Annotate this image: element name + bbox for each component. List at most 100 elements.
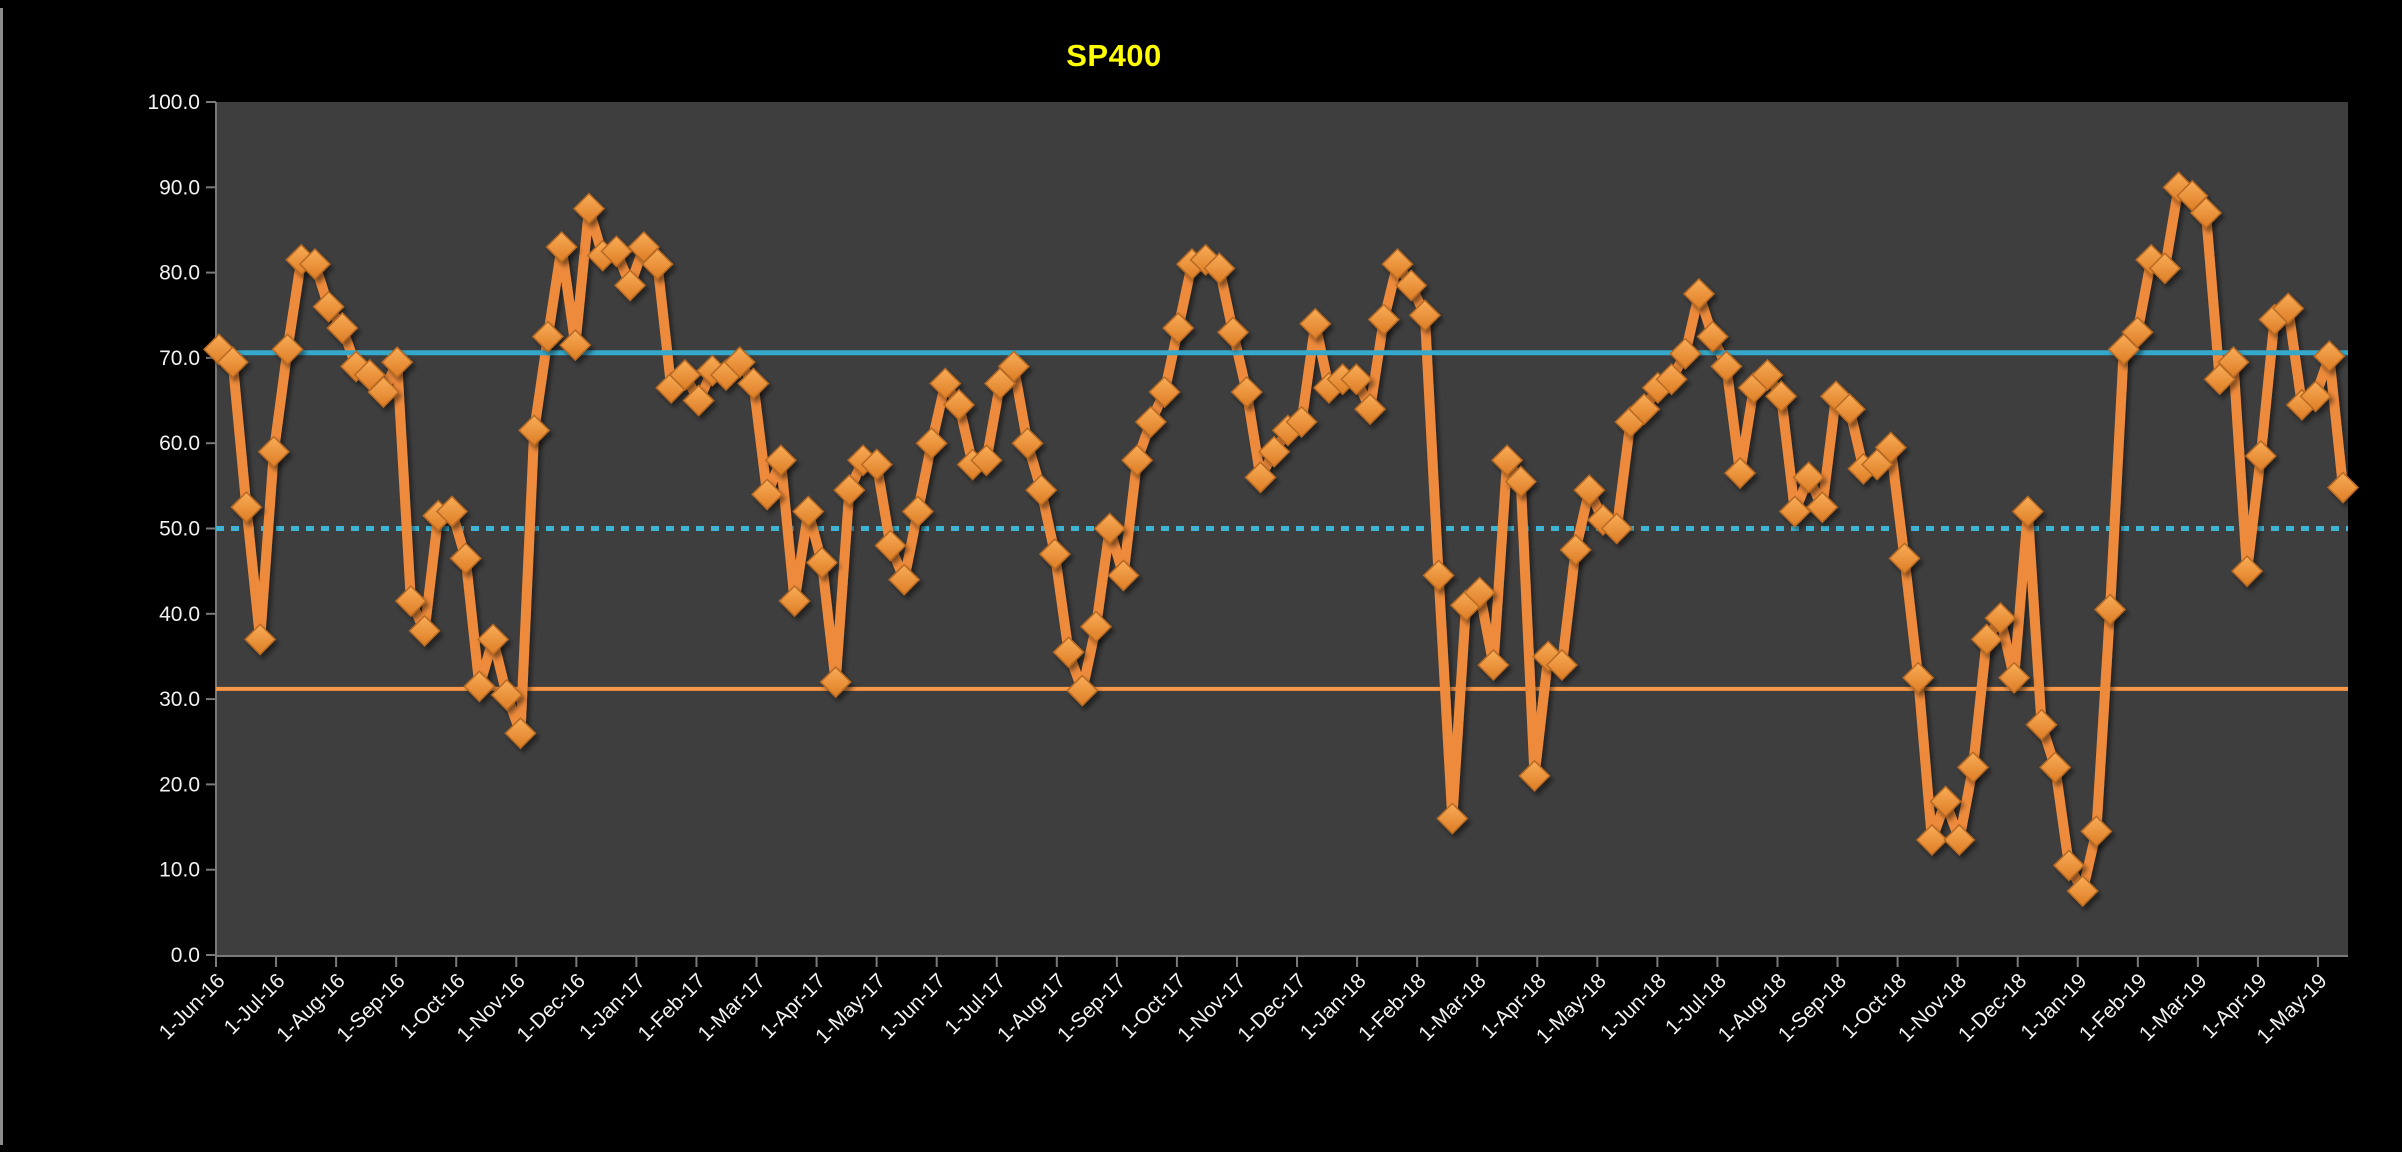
- data-point-marker: [1682, 277, 1716, 310]
- data-point-marker: [792, 495, 825, 528]
- data-point-marker: [1408, 299, 1441, 332]
- y-tick-label: 90.0: [159, 176, 200, 199]
- data-point-marker: [2231, 555, 2264, 588]
- data-point-marker: [1765, 380, 1798, 413]
- data-point-marker: [1956, 751, 1990, 784]
- data-point-marker: [737, 367, 770, 400]
- data-point-marker: [1038, 538, 1071, 571]
- data-point-marker: [614, 269, 647, 302]
- data-point-marker: [1778, 495, 1811, 528]
- data-point-marker: [326, 311, 359, 345]
- data-point-marker: [1079, 610, 1113, 643]
- data-point-marker: [449, 542, 482, 575]
- data-point-marker: [2326, 471, 2360, 504]
- data-point-marker: [1093, 512, 1126, 545]
- data-point-marker: [1354, 393, 1387, 426]
- data-point-marker: [1244, 461, 1277, 494]
- data-point-marker: [2313, 340, 2346, 373]
- data-point-marker: [1216, 316, 1250, 349]
- data-point-marker: [518, 414, 551, 447]
- data-point-marker: [915, 427, 948, 460]
- data-point-marker: [970, 444, 1003, 477]
- data-point-marker: [805, 546, 839, 579]
- data-point-marker: [2148, 252, 2181, 285]
- data-point-marker: [1586, 503, 1620, 537]
- data-point-marker: [394, 584, 427, 618]
- window-edge: [0, 8, 3, 1145]
- data-point-marker: [1600, 512, 1633, 545]
- data-point-marker: [860, 448, 893, 481]
- data-point-marker: [1888, 542, 1921, 575]
- data-point-marker: [1203, 252, 1236, 285]
- data-point-marker: [2121, 316, 2154, 349]
- data-point-marker: [1477, 648, 1510, 682]
- data-point-marker: [1422, 559, 1455, 592]
- data-point-marker: [2039, 751, 2072, 784]
- y-tick-label: 10.0: [159, 859, 200, 882]
- y-tick-label: 50.0: [159, 518, 200, 541]
- data-point-marker: [230, 491, 263, 524]
- data-point-marker: [901, 495, 934, 528]
- data-point-marker: [600, 235, 633, 268]
- data-point-marker: [1107, 559, 1140, 592]
- data-point-marker: [1436, 802, 1469, 835]
- data-point-marker: [1121, 444, 1154, 477]
- chart-title: SP400: [1066, 38, 1162, 73]
- data-point-marker: [1710, 350, 1743, 383]
- data-point-marker: [942, 388, 976, 421]
- data-point-marker: [531, 320, 564, 353]
- data-point-marker: [1792, 461, 1825, 494]
- data-point-marker: [1052, 636, 1085, 669]
- data-point-marker: [504, 717, 537, 750]
- data-point-marker: [2217, 346, 2250, 379]
- data-point-marker: [1806, 491, 1839, 524]
- data-point-marker: [1628, 393, 1661, 426]
- data-point-marker: [1655, 363, 1688, 396]
- y-tick-label: 30.0: [159, 688, 200, 711]
- data-point-marker: [408, 614, 441, 647]
- data-point-marker: [2052, 849, 2086, 882]
- y-tick-label: 100.0: [147, 91, 200, 114]
- data-point-marker: [1751, 358, 1784, 392]
- data-point-marker: [2272, 292, 2305, 325]
- data-point-marker: [819, 665, 852, 699]
- data-point-marker: [668, 358, 701, 392]
- data-point-marker: [1504, 465, 1537, 498]
- data-point-marker: [1998, 661, 2031, 694]
- data-point-marker: [1134, 405, 1167, 438]
- data-point-marker: [1929, 785, 1962, 818]
- data-point-marker: [764, 444, 797, 477]
- x-tick-label: 1-Jun-17: [875, 969, 950, 1044]
- data-point-marker: [572, 192, 606, 225]
- data-point-marker: [833, 474, 866, 507]
- data-point-marker: [1395, 269, 1428, 302]
- data-point-marker: [641, 248, 674, 281]
- data-point-marker: [257, 435, 290, 468]
- data-point-marker: [367, 375, 400, 409]
- data-point-marker: [463, 670, 496, 703]
- data-point-marker: [1340, 363, 1373, 396]
- data-point-marker: [477, 623, 510, 656]
- data-point-marker: [1011, 427, 1044, 460]
- data-point-marker: [1545, 648, 1578, 682]
- data-point-marker: [1162, 311, 1195, 345]
- data-point-marker: [2093, 593, 2127, 626]
- data-point-marker: [1833, 393, 1866, 426]
- data-point-marker: [2066, 874, 2099, 908]
- y-tick-label: 20.0: [159, 773, 200, 796]
- data-point-marker: [2025, 708, 2058, 741]
- data-point-marker: [2244, 439, 2277, 473]
- data-point-marker: [1696, 320, 1729, 353]
- data-point-marker: [1491, 444, 1524, 477]
- data-point-marker: [1573, 474, 1606, 507]
- data-point-marker: [723, 346, 756, 379]
- data-point-marker: [559, 329, 592, 362]
- y-tick-label: 40.0: [159, 603, 200, 626]
- data-point-marker: [1984, 602, 2017, 635]
- data-point-marker: [1669, 337, 1702, 370]
- data-point-marker: [1970, 623, 2003, 656]
- data-point-marker: [1943, 823, 1976, 856]
- data-point-marker: [778, 584, 811, 618]
- data-point-marker: [2189, 196, 2223, 229]
- data-point-marker: [1066, 674, 1099, 707]
